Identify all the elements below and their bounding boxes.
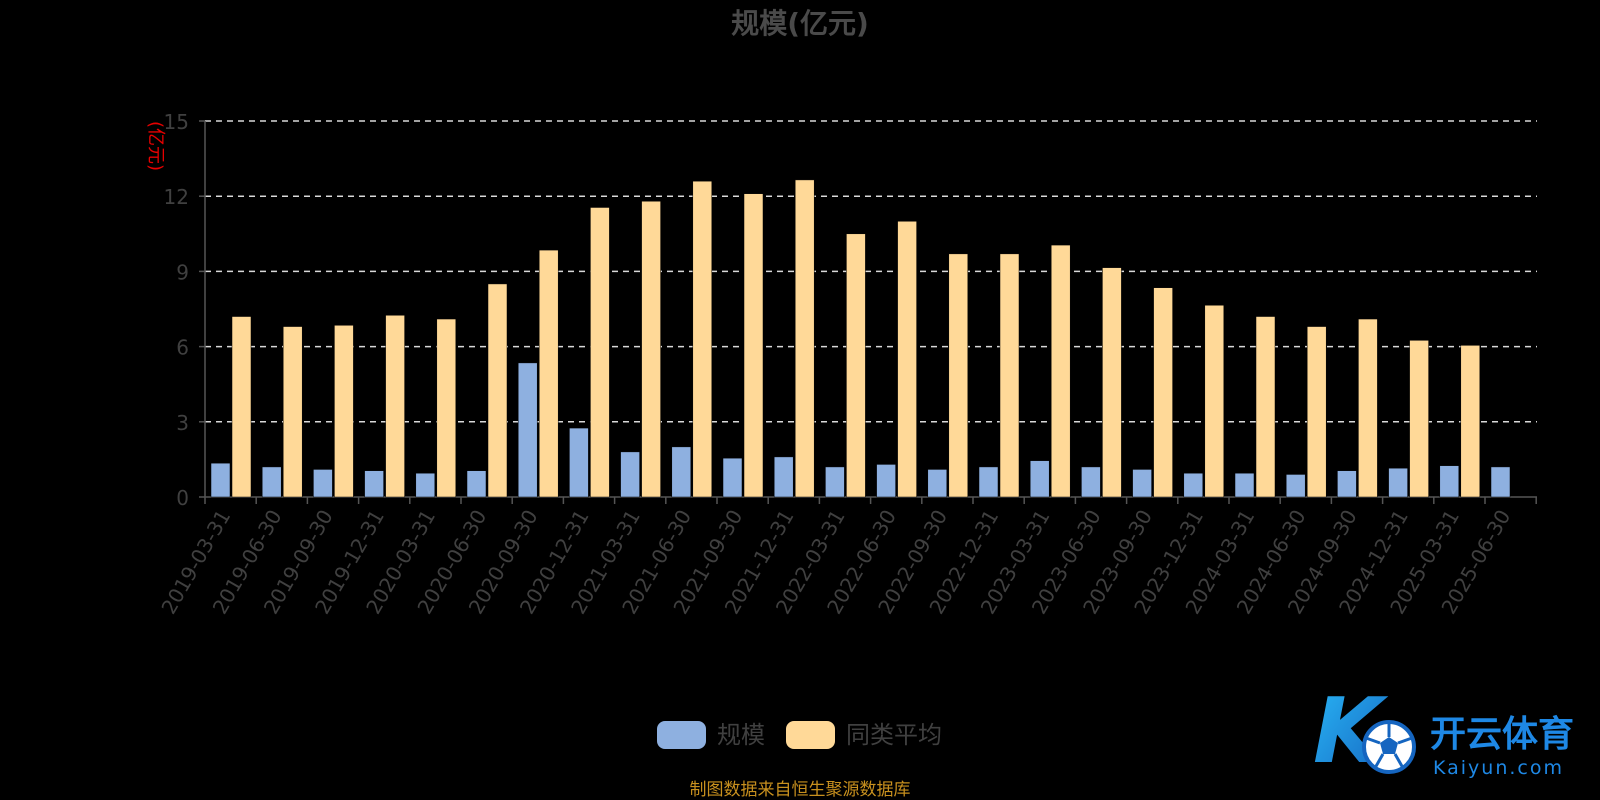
logo-text-cn: 开云体育 [1430, 714, 1574, 755]
bar-peer-average[interactable] [1204, 304, 1225, 498]
bar-scale[interactable] [1337, 470, 1357, 498]
x-tick-labels: 2019-03-312019-06-302019-09-302019-12-31… [156, 506, 1515, 619]
bar-peer-average[interactable] [1409, 340, 1429, 498]
bar-peer-average[interactable] [282, 326, 303, 498]
bar-peer-average[interactable] [1050, 244, 1071, 498]
bar-scale[interactable] [1234, 472, 1255, 498]
bar-scale[interactable] [978, 466, 999, 498]
bar-scale[interactable] [569, 427, 589, 498]
bar-peer-average[interactable] [538, 249, 559, 498]
legend-swatch-scale [657, 721, 706, 749]
logo-text-en: Kaiyun.com [1433, 757, 1564, 779]
y-axis-unit-label: (亿元) [145, 121, 166, 171]
bar-scale[interactable] [1285, 474, 1306, 498]
bar-scale[interactable] [1490, 466, 1511, 498]
chart-title: 规模(亿元) [731, 7, 869, 40]
y-tick-labels: 0 3 6 9 12 15 [164, 110, 189, 510]
bar-scale[interactable] [825, 466, 845, 498]
bar-scale[interactable] [1183, 472, 1204, 498]
bar-scale[interactable] [313, 469, 333, 498]
bar-scale[interactable] [927, 469, 948, 498]
y-tick-label: 6 [176, 336, 189, 360]
bar-peer-average[interactable] [948, 253, 969, 498]
grid-lines [205, 120, 1537, 423]
bar-peer-average[interactable] [231, 316, 252, 498]
bar-scale[interactable] [517, 362, 538, 498]
bar-scale[interactable] [1388, 467, 1408, 498]
bar-scale[interactable] [722, 457, 743, 498]
bar-scale[interactable] [1439, 465, 1460, 498]
bar-peer-average[interactable] [1102, 267, 1122, 498]
bar-peer-average[interactable] [1460, 345, 1481, 498]
bar-scale[interactable] [1081, 466, 1101, 498]
bar-peer-average[interactable] [334, 325, 354, 498]
legend-label-peer-average: 同类平均 [846, 721, 942, 749]
legend-item-scale[interactable]: 规模 [657, 721, 765, 749]
bar-peer-average[interactable] [641, 200, 661, 498]
bar-scale[interactable] [1029, 460, 1050, 498]
bar-peer-average[interactable] [590, 207, 610, 498]
bar-peer-average[interactable] [1153, 287, 1173, 498]
bars [210, 179, 1511, 498]
bar-scale[interactable] [261, 466, 282, 498]
y-tick-label: 0 [176, 486, 189, 510]
y-tick-label: 15 [164, 110, 189, 134]
bar-peer-average[interactable] [743, 193, 764, 498]
bar-scale[interactable] [466, 470, 487, 498]
bar-scale[interactable] [1132, 469, 1152, 498]
bar-peer-average[interactable] [846, 233, 866, 498]
y-tick-label: 9 [176, 260, 189, 284]
bar-peer-average[interactable] [1306, 326, 1327, 498]
bar-peer-average[interactable] [385, 315, 405, 498]
bar-peer-average[interactable] [794, 179, 815, 498]
bar-scale[interactable] [620, 451, 640, 498]
bar-scale[interactable] [210, 462, 231, 498]
bar-peer-average[interactable] [1358, 318, 1378, 498]
soccer-ball-icon [1362, 720, 1416, 774]
bar-peer-average[interactable] [999, 253, 1020, 498]
bar-peer-average[interactable] [897, 221, 917, 498]
bar-peer-average[interactable] [1255, 316, 1276, 498]
bar-peer-average[interactable] [692, 180, 713, 498]
bar-scale[interactable] [671, 446, 692, 498]
bar-peer-average[interactable] [436, 318, 457, 498]
y-tick-label: 12 [164, 185, 189, 209]
bar-scale[interactable] [773, 456, 794, 498]
bar-scale[interactable] [415, 472, 436, 498]
y-tick-label: 3 [176, 411, 189, 435]
legend-item-peer-average[interactable]: 同类平均 [786, 721, 942, 749]
legend-swatch-peer-average [786, 721, 835, 749]
bar-scale[interactable] [364, 470, 384, 498]
watermark-logo: K 开云体育 Kaiyun.com [1313, 679, 1574, 784]
legend: 规模 同类平均 [657, 721, 942, 749]
legend-label-scale: 规模 [717, 721, 765, 749]
bar-peer-average[interactable] [487, 283, 508, 498]
source-note: 制图数据来自恒生聚源数据库 [690, 780, 911, 800]
bar-scale[interactable] [876, 464, 896, 498]
